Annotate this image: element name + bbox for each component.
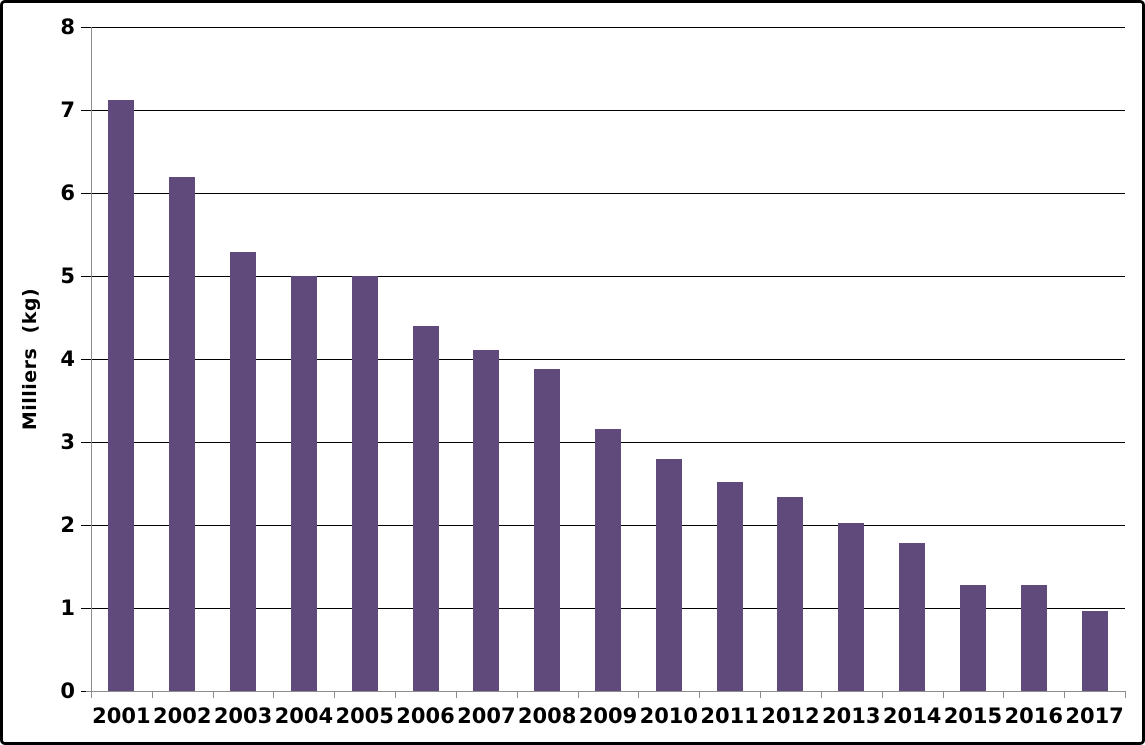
y-tick-label: 3 xyxy=(60,430,75,454)
bar-2016 xyxy=(1020,584,1047,691)
x-tick xyxy=(455,692,457,698)
x-axis-label-2010: 2010 xyxy=(639,704,699,728)
y-tick xyxy=(81,525,91,526)
bar-2001 xyxy=(108,100,135,691)
y-tick xyxy=(81,442,91,443)
x-axis-label-2011: 2011 xyxy=(700,704,759,728)
y-tick-label: 1 xyxy=(60,596,75,620)
x-tick xyxy=(516,692,518,698)
y-tick-label: 4 xyxy=(60,347,75,371)
y-tick xyxy=(81,110,91,111)
x-tick xyxy=(577,692,579,698)
x-axis-label-2008: 2008 xyxy=(517,704,577,728)
x-axis-label-2004: 2004 xyxy=(274,704,334,728)
x-axis-label-2014: 2014 xyxy=(882,704,942,728)
bar-2011 xyxy=(716,481,743,691)
x-tick xyxy=(942,692,944,698)
x-tick xyxy=(820,692,822,698)
x-tick xyxy=(1125,692,1126,698)
x-tick xyxy=(212,692,214,698)
x-tick xyxy=(1064,692,1066,698)
x-tick xyxy=(91,692,92,698)
y-tick-label: 7 xyxy=(60,98,75,122)
bar-2014 xyxy=(899,543,926,691)
x-axis-label-2006: 2006 xyxy=(396,704,455,728)
bar-2006 xyxy=(412,325,439,691)
y-tick-label: 5 xyxy=(60,264,75,288)
x-tick xyxy=(273,692,275,698)
y-tick-label: 0 xyxy=(60,679,75,703)
bar-2005 xyxy=(351,276,378,691)
y-tick xyxy=(81,608,91,609)
x-axis-label-2007: 2007 xyxy=(457,704,516,728)
gridline xyxy=(91,27,1125,28)
x-tick xyxy=(334,692,336,698)
y-tick-label: 8 xyxy=(60,15,75,39)
x-tick xyxy=(638,692,640,698)
x-axis-label-2017: 2017 xyxy=(1065,704,1124,728)
bar-2004 xyxy=(290,276,317,691)
x-axis-label-2002: 2002 xyxy=(152,704,212,728)
bar-2013 xyxy=(838,523,865,691)
y-tick xyxy=(81,276,91,277)
bar-2017 xyxy=(1081,610,1108,691)
x-tick xyxy=(151,692,153,698)
x-axis-label-2009: 2009 xyxy=(578,704,638,728)
x-axis-label-2015: 2015 xyxy=(943,704,1003,728)
gridline xyxy=(91,110,1125,111)
bar-2002 xyxy=(169,177,196,691)
x-tick xyxy=(699,692,701,698)
bar-2010 xyxy=(655,459,682,691)
y-axis-line xyxy=(91,27,92,691)
x-tick xyxy=(1003,692,1005,698)
bar-2009 xyxy=(595,428,621,691)
x-axis-line xyxy=(86,691,1126,692)
bar-2008 xyxy=(534,368,561,691)
bar-2007 xyxy=(473,349,500,691)
y-tick xyxy=(81,27,91,28)
x-axis-label-2003: 2003 xyxy=(213,704,273,728)
bar-2003 xyxy=(230,251,257,691)
y-tick xyxy=(81,193,91,194)
x-tick xyxy=(760,692,762,698)
bar-2012 xyxy=(777,496,804,691)
plot-area xyxy=(91,27,1125,691)
x-axis-label-2005: 2005 xyxy=(335,704,394,728)
gridline xyxy=(91,193,1125,194)
x-tick xyxy=(395,692,397,698)
bar-2015 xyxy=(959,584,986,691)
gridline xyxy=(91,359,1125,360)
x-axis-label-2012: 2012 xyxy=(761,704,820,728)
gridline xyxy=(91,276,1125,277)
x-axis-label-2013: 2013 xyxy=(822,704,881,728)
x-axis-label-2016: 2016 xyxy=(1004,704,1063,728)
x-axis-label-2001: 2001 xyxy=(92,704,151,728)
x-tick xyxy=(881,692,883,698)
y-tick xyxy=(81,359,91,360)
y-tick-label: 2 xyxy=(60,513,75,537)
y-tick-label: 6 xyxy=(60,181,75,205)
